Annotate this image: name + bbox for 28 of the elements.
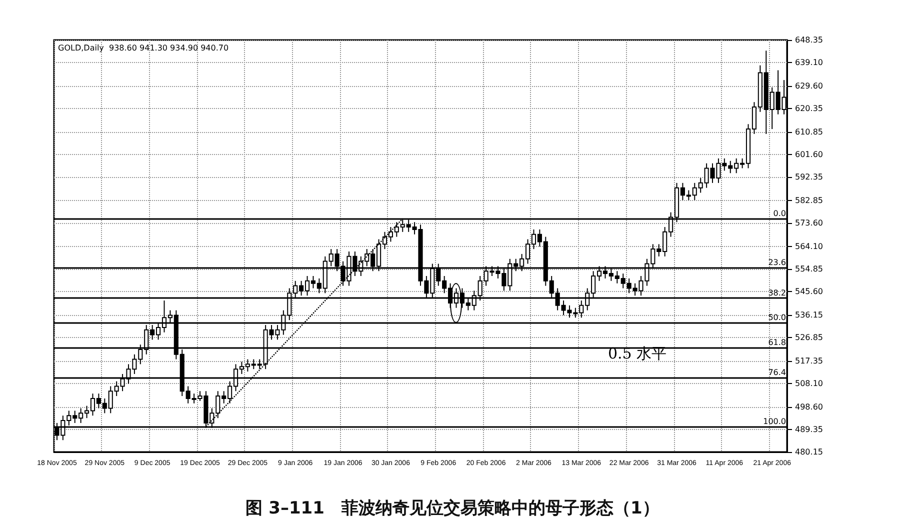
- y-tick-label: 554.85: [795, 264, 823, 274]
- annotation: 76.4: [768, 368, 786, 378]
- y-tick-label: 480.15: [795, 448, 823, 456]
- y-tick-label: 498.60: [795, 402, 823, 412]
- y-tick-label: 526.85: [795, 333, 823, 342]
- y-tick-label: 582.85: [795, 196, 823, 205]
- y-tick-label: 592.35: [795, 172, 823, 182]
- annotation: GOLD,Daily 938.60 941.30 934.90 940.70: [58, 44, 229, 52]
- y-tick-label: 545.60: [795, 287, 823, 296]
- y-tick-label: 639.10: [795, 58, 823, 68]
- y-tick-label: 564.10: [795, 242, 823, 251]
- y-tick-label: 573.60: [795, 218, 823, 228]
- annotation: 100.0: [763, 417, 786, 426]
- annotation: 23.6: [768, 258, 786, 268]
- annotation: 0.0: [773, 209, 786, 218]
- y-tick-label: 508.10: [795, 379, 823, 388]
- y-tick-label: 620.35: [795, 104, 823, 114]
- y-tick-label: 536.15: [795, 310, 823, 320]
- y-tick-label: 629.60: [795, 81, 823, 90]
- annotation: 50.0: [768, 313, 786, 322]
- y-tick-label: 489.35: [795, 424, 823, 434]
- y-tick-label: 610.85: [795, 127, 823, 136]
- y-tick-label: 601.60: [795, 150, 823, 160]
- y-tick-label: 517.35: [795, 356, 823, 366]
- annotation: 38.2: [768, 288, 786, 298]
- annotation: 61.8: [768, 338, 786, 347]
- text: 图 3–111 菲波纳奇见位交易策略中的母子形态（1）: [246, 498, 660, 518]
- y-tick-label: 648.35: [795, 36, 823, 44]
